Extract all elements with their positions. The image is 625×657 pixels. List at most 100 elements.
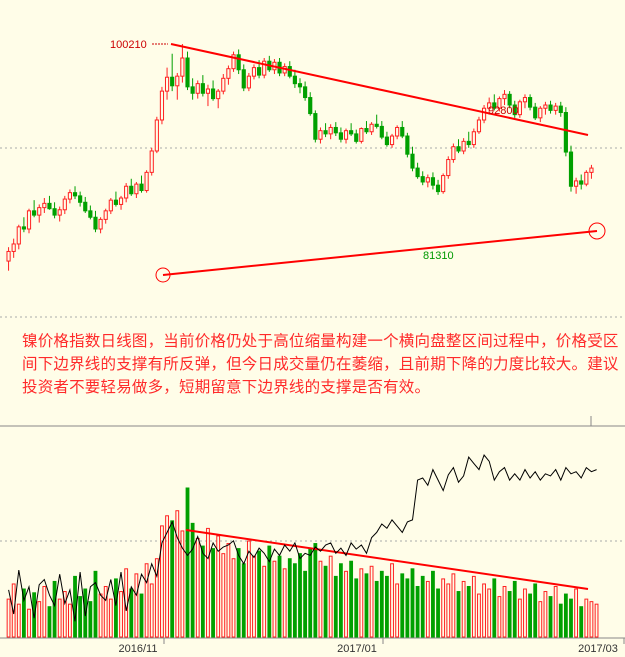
candle-down <box>83 201 88 212</box>
candle-up <box>231 54 236 70</box>
candle-down <box>430 177 436 186</box>
volume-bar <box>221 553 226 638</box>
candle-up <box>481 107 487 121</box>
candle-down <box>113 199 119 205</box>
volume-bar <box>436 588 440 638</box>
volume-bar <box>313 543 318 638</box>
volume-bar <box>37 601 42 638</box>
candle-down <box>354 133 359 142</box>
candle-down <box>415 167 420 178</box>
volume-bar <box>456 591 461 638</box>
volume-bar <box>461 580 466 638</box>
volume-bar <box>88 601 93 638</box>
candle-down <box>185 57 190 88</box>
candle-up <box>154 119 159 152</box>
candle-down <box>88 210 93 218</box>
candle-up <box>553 105 558 111</box>
volume-bar <box>267 545 272 638</box>
candle-down <box>72 192 78 197</box>
candle-down <box>257 67 262 76</box>
volume-bar <box>420 575 425 638</box>
volume-bar <box>252 555 256 638</box>
candle-down <box>456 146 461 152</box>
volume-bar <box>180 530 185 638</box>
volume-bar <box>62 591 67 638</box>
candle-down <box>190 86 195 94</box>
volume-bar <box>211 548 215 638</box>
volume-bar <box>52 580 57 638</box>
candle-down <box>210 88 216 100</box>
lower-trendline-end-marker <box>588 222 606 240</box>
volume-bar <box>533 583 538 638</box>
candle-up <box>67 192 72 200</box>
volume-bar <box>344 570 348 638</box>
volume-bar <box>446 583 451 638</box>
price-label-low: 81310 <box>423 250 454 262</box>
volume-bar <box>134 573 139 638</box>
volume-bar <box>492 578 497 638</box>
candle-up <box>441 175 446 193</box>
candle-down <box>52 208 57 216</box>
candle-up <box>343 130 349 140</box>
volume-bar <box>400 573 405 638</box>
volume-bar <box>451 573 456 638</box>
volume-bar <box>364 573 369 638</box>
candle-up <box>37 207 42 216</box>
candle-down <box>200 83 205 94</box>
volume-bar <box>502 585 507 638</box>
candle-down <box>410 153 415 169</box>
volume-bar <box>277 555 282 638</box>
candle-down <box>492 102 497 109</box>
candle-down <box>364 128 369 133</box>
candle-down <box>32 210 37 216</box>
volume-bar <box>16 603 21 638</box>
volume-bar <box>354 578 359 638</box>
volume-bar <box>589 601 594 638</box>
volume-bar <box>108 598 113 638</box>
lower-trendline <box>162 230 598 276</box>
candle-up <box>471 131 476 146</box>
volume-bar <box>68 603 72 638</box>
candle-up <box>144 171 149 192</box>
volume-bar <box>287 558 292 638</box>
candle-down <box>568 151 574 187</box>
candle-up <box>461 140 466 152</box>
candle-down <box>292 75 297 85</box>
volume-bar <box>333 575 338 638</box>
volume-indicator-line <box>8 453 597 622</box>
volume-bar <box>543 591 548 638</box>
candle-up <box>446 159 451 177</box>
candle-up <box>226 68 231 79</box>
candle-up <box>584 171 589 185</box>
candle-down <box>533 106 538 119</box>
chart-annotation: 镍价格指数日线图，当前价格仍处于高位缩量构建一个横向盘整区间过程中，价格受区间下… <box>22 332 619 396</box>
volume-bar <box>292 563 297 638</box>
volume-bar <box>160 525 164 638</box>
volume-bar <box>195 538 200 638</box>
candle-up <box>118 197 124 205</box>
volume-bar <box>395 583 400 638</box>
candle-up <box>476 119 482 133</box>
candle-up <box>221 77 226 92</box>
candle-up <box>497 98 502 109</box>
candle-up <box>108 199 113 212</box>
candle-up <box>246 75 251 89</box>
candle-up <box>425 177 430 183</box>
volume-bar <box>441 578 446 638</box>
volume-bar <box>308 548 313 638</box>
volume-bar <box>471 575 476 638</box>
volume-bar <box>405 578 410 638</box>
candle-up <box>164 76 170 92</box>
candle-up <box>543 104 548 109</box>
candle-up <box>175 75 180 87</box>
price-label-mid-high: 92800 <box>488 105 519 117</box>
volume-bar <box>431 570 435 638</box>
candle-down <box>241 69 246 89</box>
candle-down <box>405 135 410 155</box>
volume-bar <box>226 543 231 638</box>
candle-down <box>507 93 512 106</box>
volume-bar <box>98 593 103 638</box>
volume-bar <box>323 565 328 638</box>
date-label: 2017/01 <box>337 643 377 655</box>
volume-bar <box>139 593 144 638</box>
